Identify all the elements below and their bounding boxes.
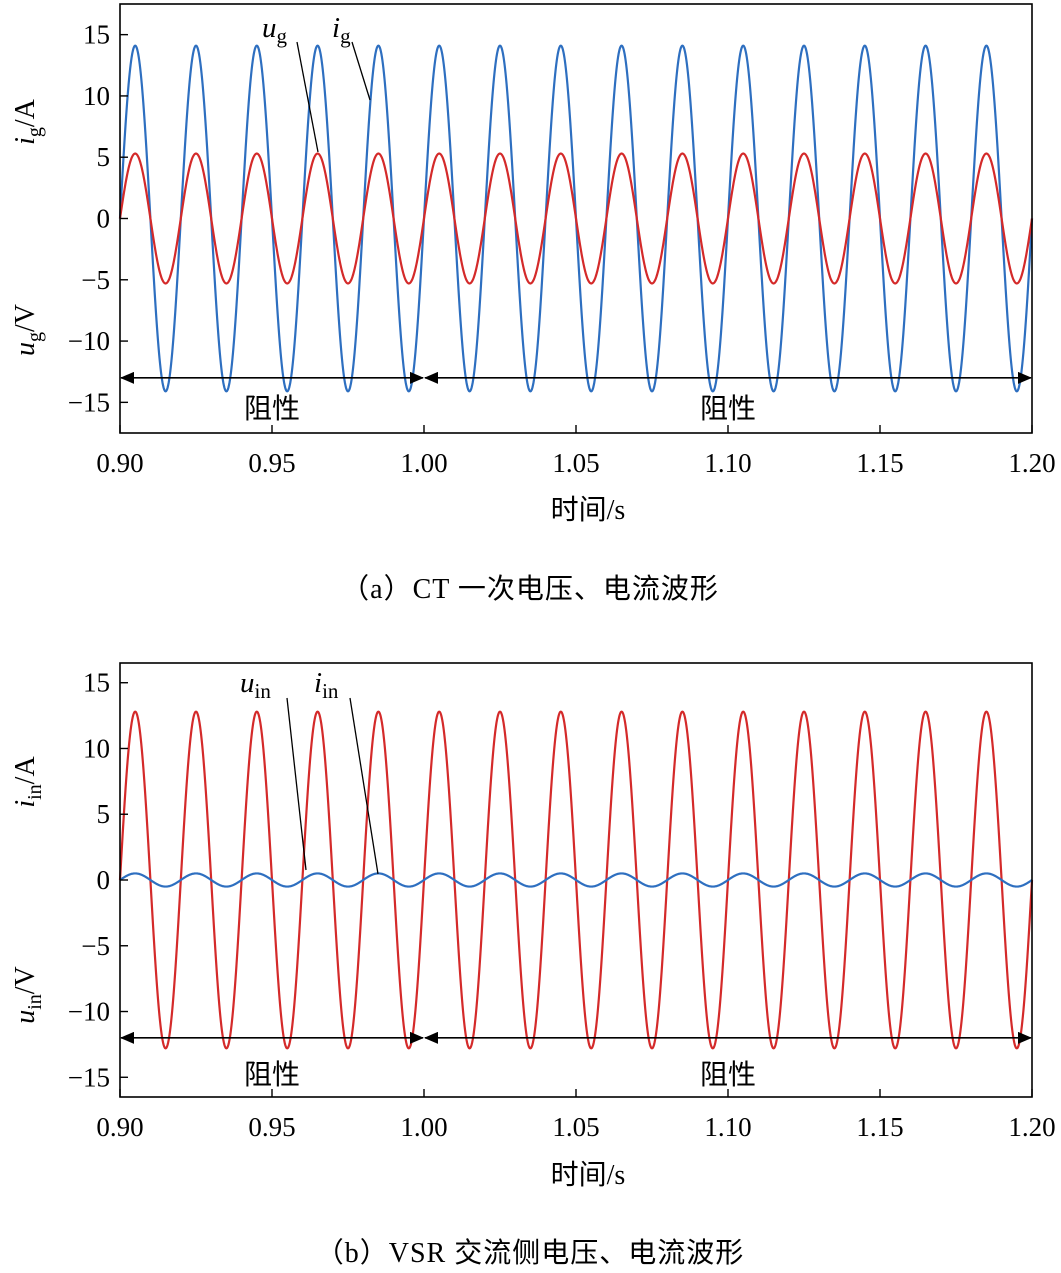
chart-panel-b: 15 10 5 0 −5 −10 −15 0.90 0.95 1.00 1.05 1.10 1.15 1.… — [10, 662, 1056, 1269]
series-line-i-in — [119, 872, 1033, 888]
y-axis-label-upper: ig/A — [10, 98, 46, 145]
y-tick-label: 10 — [83, 81, 110, 111]
region-label: 阻性 — [700, 392, 756, 425]
region-label: 阻性 — [244, 1058, 300, 1091]
region-label: 阻性 — [244, 392, 300, 425]
series-label-u-g: ug — [262, 12, 288, 48]
y-tick-label: −15 — [68, 1062, 110, 1092]
y-tick-label: 0 — [97, 204, 111, 234]
y-tick-label: −15 — [68, 387, 110, 417]
series-label-i-in: iin — [314, 667, 339, 703]
x-tick-label: 0.95 — [248, 448, 295, 478]
y-tick-label: −5 — [81, 931, 110, 961]
y-axis-label-lower: ug/V — [10, 304, 46, 356]
x-axis-label: 时间/s — [551, 1159, 626, 1191]
figure-caption: （a）CT 一次电压、电流波形 — [341, 573, 719, 605]
x-tick-label: 1.00 — [400, 448, 447, 478]
y-tick-label: 10 — [83, 733, 110, 763]
y-tick-label: 5 — [97, 142, 111, 172]
series-label-u-in: uin — [240, 667, 271, 703]
x-axis-label: 时间/s — [551, 494, 626, 526]
y-tick-label: 15 — [83, 20, 110, 50]
x-tick-label: 0.90 — [96, 1112, 143, 1142]
y-axis-label-upper: iin/A — [10, 756, 46, 808]
y-tick-label: −10 — [68, 997, 110, 1027]
x-tick-label: 1.15 — [856, 448, 903, 478]
chart-panel-a: 15 10 5 0 −5 −10 −15 0.90 0.95 1.00 1.05 1.10 1.15 1.… — [10, 3, 1056, 605]
x-tick-label: 0.90 — [96, 448, 143, 478]
x-tick-label: 1.20 — [1008, 1112, 1055, 1142]
y-tick-label: 0 — [97, 865, 111, 895]
figure-caption: （b）VSR 交流侧电压、电流波形 — [316, 1237, 744, 1269]
x-tick-label: 1.15 — [856, 1112, 903, 1142]
y-tick-label: 15 — [83, 668, 110, 698]
series-line-i-g — [118, 152, 1034, 285]
y-axis-label-lower: uin/V — [10, 966, 46, 1024]
series-leader-line — [296, 41, 319, 153]
x-tick-label: 1.10 — [704, 448, 751, 478]
x-tick-label: 1.05 — [552, 1112, 599, 1142]
y-tick-label: −10 — [68, 326, 110, 356]
series-leader-line — [349, 697, 379, 875]
x-tick-label: 1.20 — [1008, 448, 1055, 478]
y-tick-label: 5 — [97, 799, 111, 829]
series-leader-line — [351, 41, 371, 101]
series-leader-line — [286, 697, 307, 871]
x-tick-label: 1.05 — [552, 448, 599, 478]
series-label-i-g: ig — [332, 12, 351, 48]
y-tick-label: −5 — [81, 265, 110, 295]
x-tick-label: 1.10 — [704, 1112, 751, 1142]
x-tick-label: 1.00 — [400, 1112, 447, 1142]
region-label: 阻性 — [700, 1058, 756, 1091]
x-tick-label: 0.95 — [248, 1112, 295, 1142]
